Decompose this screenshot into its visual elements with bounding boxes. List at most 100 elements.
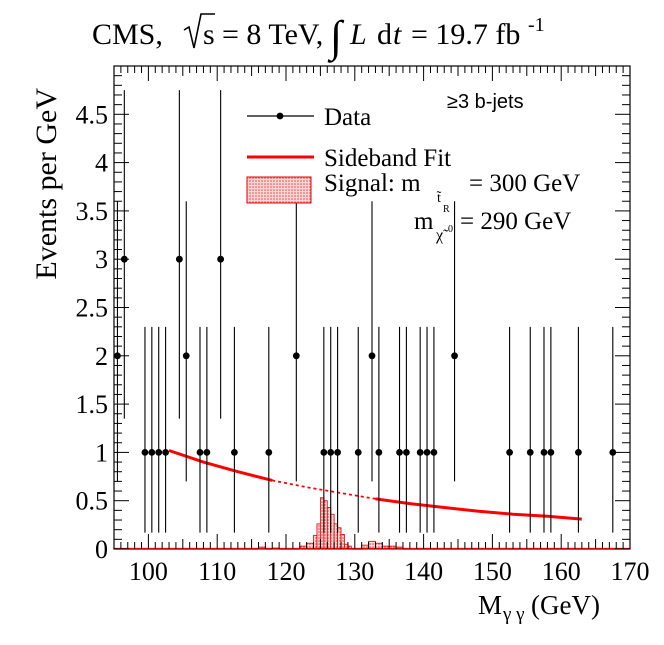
data-marker	[540, 449, 548, 456]
data-point	[114, 201, 121, 482]
data-point	[403, 326, 410, 533]
title-lumi-t: t	[393, 18, 402, 51]
data-point	[423, 326, 431, 533]
data-point	[148, 326, 156, 533]
legend-entry-signal: Signal: m t̃ R = 300 GeV m χ̃ 0 = 290 Ge…	[246, 170, 580, 244]
sideband-fit	[168, 449, 582, 521]
data-marker	[162, 449, 170, 456]
signal-bin	[340, 534, 345, 550]
fit-curve-segment-1	[168, 449, 273, 482]
y-tick-label: 4.5	[76, 100, 109, 129]
title-lumi-value: = 19.7 fb	[411, 18, 520, 51]
fit-curve-segment-3	[375, 497, 582, 521]
data-marker	[217, 255, 225, 263]
data-marker	[155, 449, 163, 456]
data-point	[320, 326, 328, 533]
y-tick-label: 3	[95, 245, 108, 274]
data-point	[451, 201, 458, 482]
data-marker	[451, 352, 458, 360]
data-points	[114, 90, 617, 533]
y-tick-label: 0.5	[76, 487, 109, 516]
data-marker	[375, 449, 383, 456]
data-marker	[396, 449, 403, 456]
legend-signal-swatch	[246, 176, 312, 204]
data-marker	[175, 255, 183, 263]
legend-signal-sup-2: 0	[448, 224, 453, 235]
data-marker	[327, 449, 335, 456]
data-marker	[430, 449, 438, 456]
legend-signal-sub-1: t̃	[437, 191, 442, 206]
data-marker	[575, 449, 582, 456]
data-marker	[354, 449, 362, 456]
data-point	[334, 326, 341, 533]
data-marker	[231, 449, 238, 456]
data-marker	[334, 449, 341, 456]
y-tick-label: 3.5	[76, 197, 109, 226]
y-tick-label: 1	[95, 438, 108, 467]
x-tick-label: 160	[542, 557, 581, 586]
title-energy: = 8 TeV,	[222, 18, 323, 51]
legend-fit-label: Sideband Fit	[324, 145, 451, 172]
annotation-bjets: ≥3 b-jets	[447, 91, 524, 113]
legend-signal-sub-1b: R	[443, 204, 450, 215]
data-point	[182, 201, 190, 482]
data-marker	[292, 352, 300, 360]
data-point	[547, 326, 555, 533]
x-tick-label: 120	[267, 557, 306, 586]
legend-data-label: Data	[324, 104, 371, 131]
x-axis-title: M γ γ (GeV)	[478, 590, 600, 625]
signal-bin	[313, 535, 318, 550]
title-prefix: CMS,	[92, 18, 163, 51]
legend-signal-label-2: m	[414, 208, 434, 235]
data-marker	[182, 352, 190, 360]
data-point	[175, 90, 183, 419]
data-point	[231, 326, 238, 533]
data-marker	[141, 449, 149, 456]
sqrt-icon	[183, 13, 215, 49]
data-point	[430, 326, 438, 533]
data-point	[540, 326, 548, 533]
data-point	[375, 326, 383, 533]
data-point	[526, 326, 534, 533]
y-tick-label: 1.5	[76, 390, 109, 419]
x-axis: 100 110 120 130 140 150 160 170	[113, 66, 650, 586]
y-axis-title: Events per GeV	[30, 88, 63, 280]
y-tick-label: 0	[95, 535, 108, 564]
data-marker	[423, 449, 431, 456]
legend-signal-label-1: Signal: m	[324, 170, 421, 197]
data-point	[162, 326, 170, 533]
data-point	[217, 90, 225, 419]
data-marker	[526, 449, 534, 456]
x-tick-label: 170	[611, 557, 650, 586]
signal-bin	[368, 540, 376, 550]
data-point	[368, 201, 376, 482]
data-point	[141, 326, 149, 533]
legend-data-marker	[276, 112, 284, 120]
y-tick-label: 4	[95, 149, 108, 178]
data-point	[155, 326, 163, 533]
data-point	[354, 326, 362, 533]
x-axis-title-sub: γ γ	[502, 604, 525, 625]
x-tick-label: 110	[198, 557, 236, 586]
data-marker	[609, 449, 617, 456]
y-tick-label: 2.5	[76, 294, 109, 323]
integral-icon: ∫	[327, 12, 345, 63]
legend-signal-value-1: = 300 GeV	[469, 170, 580, 197]
signal-bin	[316, 523, 321, 550]
data-point	[609, 326, 617, 533]
legend-signal-sub-2: χ̃	[435, 227, 449, 244]
x-tick-label: 100	[129, 557, 168, 586]
title-sqrt-s: s	[203, 18, 215, 51]
data-marker	[320, 449, 328, 456]
legend-entry-data: Data	[247, 104, 371, 131]
chart-title: CMS, s = 8 TeV, ∫ L d t = 19.7 fb -1	[92, 12, 545, 63]
data-marker	[148, 449, 156, 456]
legend-entry-fit: Sideband Fit	[247, 145, 451, 172]
data-marker	[203, 449, 211, 456]
data-point	[575, 326, 582, 533]
data-point	[265, 326, 273, 533]
data-point	[120, 90, 128, 419]
data-point	[203, 326, 211, 533]
data-point	[506, 326, 513, 533]
